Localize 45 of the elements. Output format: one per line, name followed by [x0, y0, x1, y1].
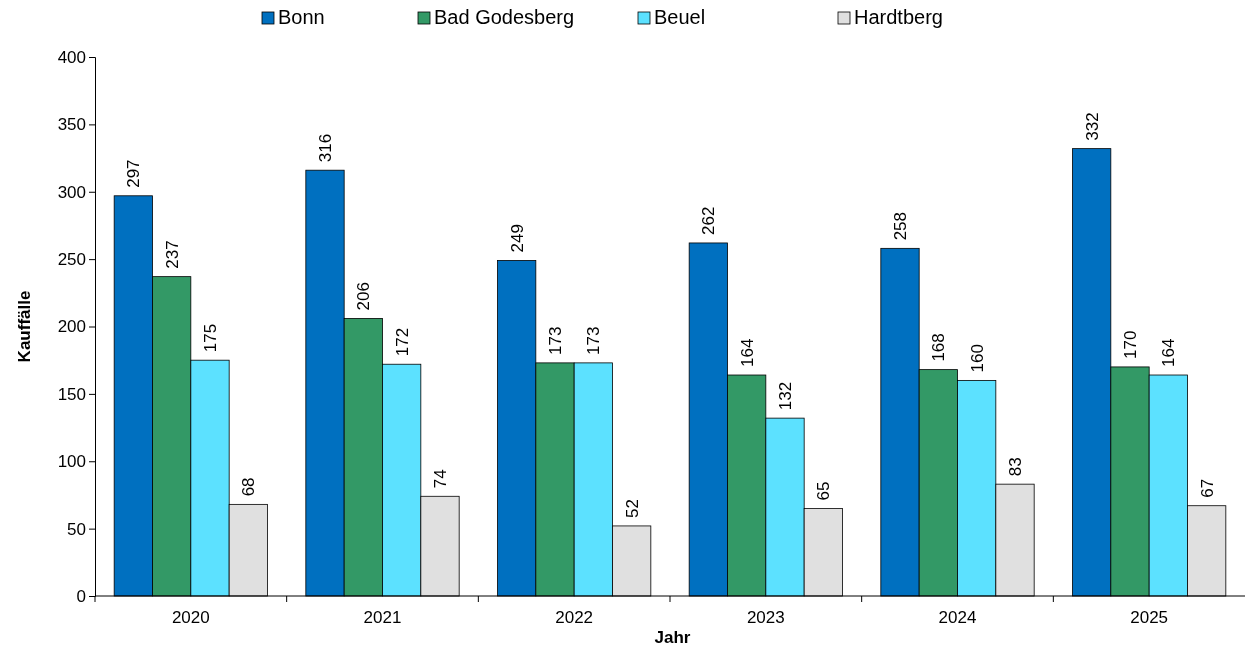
legend-label: Bad Godesberg [434, 6, 575, 28]
data-label: 258 [891, 211, 910, 241]
data-label: 168 [929, 333, 949, 362]
y-tick-label: 400 [57, 47, 86, 67]
data-label: 206 [354, 282, 374, 311]
data-label: 175 [201, 323, 220, 353]
data-label: 83 [1006, 457, 1025, 477]
legend-label: Beuel [654, 6, 706, 28]
data-label: 172 [392, 327, 412, 357]
y-tick-label: 300 [57, 182, 86, 202]
x-tick-label: 2025 [1130, 608, 1169, 627]
data-label: 74 [431, 469, 450, 489]
x-tick-label: 2020 [171, 608, 210, 627]
data-label: 170 [1121, 330, 1140, 359]
data-label: 332 [1082, 112, 1102, 141]
y-axis-title: Kauffälle [15, 290, 34, 363]
data-label: 316 [316, 133, 335, 163]
x-axis-title: Jahr [654, 628, 691, 647]
data-label: 249 [507, 224, 527, 253]
data-label: 173 [584, 326, 604, 355]
data-label: 297 [124, 159, 144, 188]
y-tick-label: 350 [57, 115, 86, 135]
data-label: 132 [776, 381, 795, 411]
data-label: 262 [699, 206, 719, 235]
data-label: 173 [546, 326, 565, 355]
y-tick-label: 250 [57, 250, 86, 270]
data-label: 164 [737, 338, 757, 368]
legend-label: Hardtberg [854, 6, 943, 28]
y-tick-label: 150 [57, 384, 86, 404]
x-tick-label: 2023 [746, 608, 785, 627]
data-label: 65 [814, 481, 834, 501]
x-tick-label: 2024 [938, 608, 977, 627]
y-tick-label: 100 [57, 452, 86, 472]
y-tick-label: 0 [76, 586, 86, 606]
x-tick-label: 2022 [555, 608, 594, 627]
data-label: 52 [622, 499, 642, 518]
data-label: 68 [239, 477, 259, 497]
data-label: 67 [1197, 478, 1217, 498]
x-tick-label: 2021 [363, 608, 402, 627]
data-label: 160 [967, 344, 987, 373]
legend-label: Bonn [278, 6, 325, 28]
y-tick-label: 50 [67, 519, 86, 539]
data-label: 164 [1159, 338, 1179, 368]
y-tick-label: 200 [57, 317, 86, 337]
data-label: 237 [162, 240, 182, 269]
